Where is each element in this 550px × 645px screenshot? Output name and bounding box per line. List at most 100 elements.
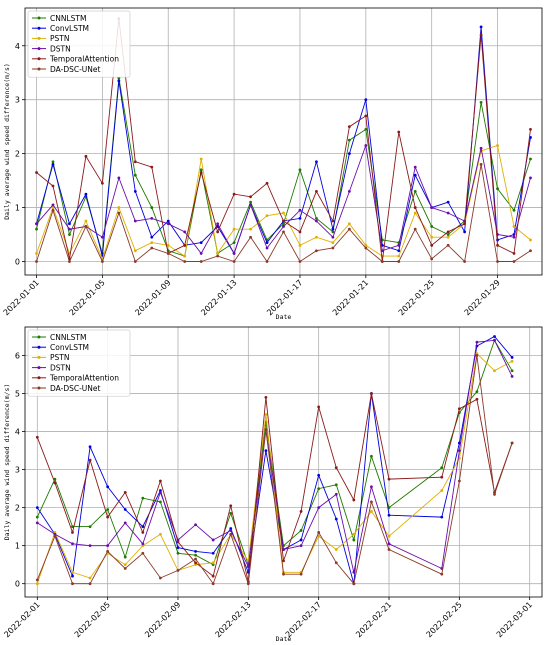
data-point-convlstm xyxy=(331,227,335,231)
data-point-dstn xyxy=(457,449,461,452)
data-point-convlstm xyxy=(440,515,444,519)
data-point-temporalattention xyxy=(299,510,303,513)
data-point-cnnlstm xyxy=(232,241,236,245)
data-point-dstn xyxy=(298,208,302,212)
data-point-pstn xyxy=(35,582,39,586)
data-point-temporalattention xyxy=(529,127,532,131)
data-point-pstn xyxy=(331,241,335,245)
legend-swatch-marker xyxy=(37,366,41,370)
data-point-cnnlstm xyxy=(334,483,338,487)
x-tick-label: 2022-02-25 xyxy=(425,600,464,639)
data-point-temporalattention xyxy=(176,540,180,544)
data-point-temporalattention xyxy=(264,395,268,399)
data-point-temporalattention xyxy=(282,559,285,563)
data-point-convlstm xyxy=(479,25,483,29)
data-point-temporalattention xyxy=(150,165,154,169)
data-point-dstn xyxy=(265,246,269,250)
data-point-pstn xyxy=(88,576,92,580)
data-point-convlstm xyxy=(334,517,338,521)
data-point-dstn xyxy=(299,544,303,548)
data-point-da-dsc-unet xyxy=(299,572,303,576)
data-point-convlstm xyxy=(84,192,88,196)
data-point-cnnlstm xyxy=(150,206,154,209)
data-point-da-dsc-unet xyxy=(282,572,285,576)
data-point-dstn xyxy=(413,165,417,169)
series-line-dstn xyxy=(37,339,513,573)
data-point-cnnlstm xyxy=(88,525,92,529)
data-point-dstn xyxy=(246,565,250,568)
data-point-pstn xyxy=(446,235,450,239)
data-point-pstn xyxy=(370,510,373,513)
data-point-temporalattention xyxy=(216,230,220,234)
data-point-da-dsc-unet xyxy=(347,227,351,231)
data-point-cnnlstm xyxy=(364,127,368,131)
data-point-da-dsc-unet xyxy=(397,260,401,263)
data-point-convlstm xyxy=(199,241,203,245)
legend-swatch-marker xyxy=(37,376,41,380)
data-point-pstn xyxy=(496,144,499,147)
y-tick-label: 6 xyxy=(15,352,20,361)
data-point-dstn xyxy=(183,230,187,234)
data-point-temporalattention xyxy=(334,466,338,470)
data-point-dstn xyxy=(71,542,74,546)
y-tick-label: 0 xyxy=(15,258,20,267)
data-point-da-dsc-unet xyxy=(106,549,110,553)
data-point-pstn xyxy=(133,249,137,253)
data-point-da-dsc-unet xyxy=(229,532,233,536)
data-point-dstn xyxy=(331,235,335,239)
data-point-pstn xyxy=(35,252,38,255)
data-point-cnnlstm xyxy=(298,168,302,172)
data-point-da-dsc-unet xyxy=(159,576,162,580)
data-point-cnnlstm xyxy=(229,511,233,515)
legend-entry-label: DA-DSC-UNet xyxy=(50,65,101,74)
x-tick-label: 2022-01-21 xyxy=(331,278,370,317)
data-point-cnnlstm xyxy=(440,466,444,470)
y-tick-label: 4 xyxy=(15,42,20,51)
data-point-temporalattention xyxy=(317,405,321,409)
data-point-cnnlstm xyxy=(199,168,203,172)
data-point-cnnlstm xyxy=(53,477,57,481)
x-tick-label: 2022-01-13 xyxy=(199,278,238,317)
data-point-dstn xyxy=(364,144,368,147)
data-point-dstn xyxy=(352,570,356,574)
data-point-pstn xyxy=(529,238,532,242)
data-point-da-dsc-unet xyxy=(387,548,391,551)
data-point-da-dsc-unet xyxy=(440,572,444,576)
data-point-dstn xyxy=(475,340,479,344)
data-point-cnnlstm xyxy=(68,233,71,236)
data-point-dstn xyxy=(512,235,516,239)
legend-entry-label: CNNLSTM xyxy=(50,14,86,23)
data-point-convlstm xyxy=(413,173,417,177)
data-point-da-dsc-unet xyxy=(430,257,434,261)
legend-swatch-marker xyxy=(37,36,41,40)
legend-entry-label: ConvLSTM xyxy=(50,24,89,33)
data-point-cnnlstm xyxy=(331,230,335,234)
data-point-temporalattention xyxy=(35,435,39,439)
legend-entry-label: PSTN xyxy=(50,353,69,362)
data-point-temporalattention xyxy=(475,397,479,401)
data-point-convlstm xyxy=(123,508,127,511)
data-point-convlstm xyxy=(117,79,121,83)
data-point-da-dsc-unet xyxy=(317,530,321,534)
data-point-cnnlstm xyxy=(479,100,483,104)
data-point-temporalattention xyxy=(496,243,499,247)
data-point-dstn xyxy=(35,521,39,525)
data-point-temporalattention xyxy=(315,189,318,193)
data-point-convlstm xyxy=(133,189,137,193)
data-point-convlstm xyxy=(68,222,71,226)
x-tick-label: 2022-01-29 xyxy=(463,278,502,317)
data-point-dstn xyxy=(68,227,71,231)
data-point-pstn xyxy=(264,413,268,416)
data-point-da-dsc-unet xyxy=(413,227,417,231)
data-point-da-dsc-unet xyxy=(352,582,356,586)
data-point-cnnlstm xyxy=(529,157,532,161)
data-point-temporalattention xyxy=(479,33,483,37)
data-point-temporalattention xyxy=(229,504,233,508)
data-point-pstn xyxy=(216,252,220,255)
y-tick-label: 5 xyxy=(15,390,20,399)
data-point-convlstm xyxy=(106,485,110,489)
data-point-da-dsc-unet xyxy=(123,567,127,570)
data-point-cnnlstm xyxy=(35,227,38,231)
legend-swatch-marker xyxy=(37,16,41,20)
